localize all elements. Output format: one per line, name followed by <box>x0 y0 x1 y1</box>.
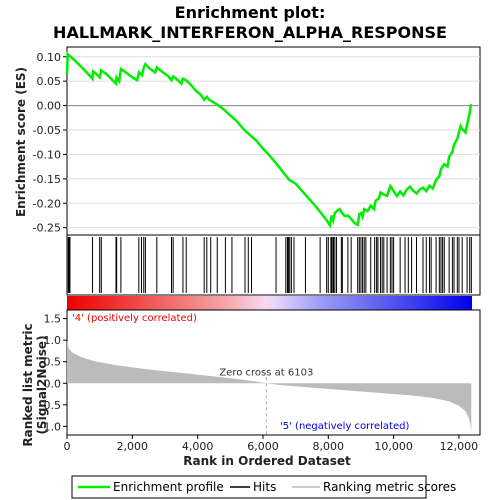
es-y-ticks: 0.10 0.05 0.00 -0.05 -0.10 -0.15 -0.20 -0.25 <box>33 51 67 235</box>
es-y-tick-label: -0.05 <box>33 124 61 137</box>
rank-x-tick-label: 0 <box>64 440 71 453</box>
legend-profile-label: Enrichment profile <box>113 480 224 494</box>
rank-x-axis-label: Rank in Ordered Dataset <box>183 454 351 468</box>
rank-x-ticks: 0 2,000 4,000 6,000 8,000 10,000 12,000 <box>64 435 479 453</box>
hit-marks <box>67 237 472 293</box>
es-y-tick-label: 0.10 <box>37 51 62 64</box>
es-y-tick-label: 0.05 <box>37 75 62 88</box>
rank-x-tick-label: 8,000 <box>313 440 345 453</box>
rank-y-tick-label: -1.0 <box>40 420 61 433</box>
correlation-color-bar <box>67 296 472 310</box>
legend-metric-label: Ranking metric scores <box>323 480 456 494</box>
es-y-tick-label: 0.00 <box>37 100 62 113</box>
rank-y-axis-label-line2: (Signal2Noise) <box>35 335 49 434</box>
es-y-tick-label: -0.15 <box>33 173 61 186</box>
es-y-axis-label: Enrichment score (ES) <box>14 67 28 217</box>
es-panel: 0.10 0.05 0.00 -0.05 -0.10 -0.15 -0.20 -0.25 En… <box>14 46 481 236</box>
rank-x-tick-label: 12,000 <box>440 440 479 453</box>
zero-cross-label: Zero cross at 6103 <box>219 367 313 378</box>
rank-y-tick-label: 0.5 <box>44 356 62 369</box>
rank-x-tick-label: 2,000 <box>117 440 149 453</box>
hits-panel-frame <box>66 234 481 296</box>
rank-y-axis-label-line1: Ranked list metric <box>21 323 35 446</box>
legend-hits-label: Hits <box>253 480 276 494</box>
rank-y-tick-label: 0.0 <box>44 377 62 390</box>
correlation-gradient <box>67 296 472 310</box>
rank-y-tick-label: -0.5 <box>40 399 61 412</box>
negative-correlation-label: '5' (negatively correlated) <box>280 421 409 432</box>
rank-x-tick-label: 10,000 <box>374 440 413 453</box>
hits-panel <box>66 234 481 296</box>
es-y-tick-label: -0.10 <box>33 148 61 161</box>
es-gridlines <box>67 56 480 229</box>
rank-y-tick-label: 1.5 <box>44 313 62 326</box>
chart-title-line2: HALLMARK_INTERFERON_ALPHA_RESPONSE <box>53 23 447 42</box>
legend: Enrichment profile Hits Ranking metric s… <box>71 475 456 499</box>
ranking-metric-area <box>67 341 472 433</box>
rank-x-tick-label: 4,000 <box>182 440 214 453</box>
chart-title-line1: Enrichment plot: <box>175 3 326 22</box>
rank-y-ticks: 1.5 1.0 0.5 0.0 -0.5 -1.0 <box>40 313 67 433</box>
rank-panel: 1.5 1.0 0.5 0.0 -0.5 -1.0 0 2,000 4,000 6,000 8,0… <box>21 309 481 468</box>
es-y-tick-label: -0.25 <box>33 222 61 235</box>
es-y-tick-label: -0.20 <box>33 197 61 210</box>
enrichment-profile-line <box>65 51 473 229</box>
positive-correlation-label: '4' (positively correlated) <box>72 313 197 324</box>
rank-x-tick-label: 6,000 <box>247 440 279 453</box>
rank-y-tick-label: 1.0 <box>44 334 62 347</box>
